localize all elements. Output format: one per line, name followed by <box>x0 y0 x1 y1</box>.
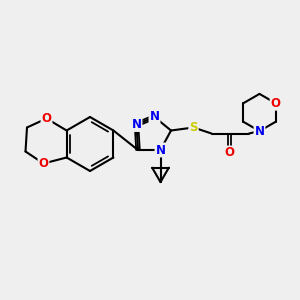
Text: N: N <box>254 124 265 138</box>
Text: O: O <box>271 97 281 110</box>
Text: N: N <box>155 143 166 157</box>
Text: O: O <box>224 146 235 160</box>
Text: O: O <box>38 157 49 170</box>
Text: S: S <box>189 121 198 134</box>
Text: N: N <box>131 118 142 131</box>
Text: N: N <box>149 110 160 124</box>
Text: O: O <box>41 112 52 125</box>
